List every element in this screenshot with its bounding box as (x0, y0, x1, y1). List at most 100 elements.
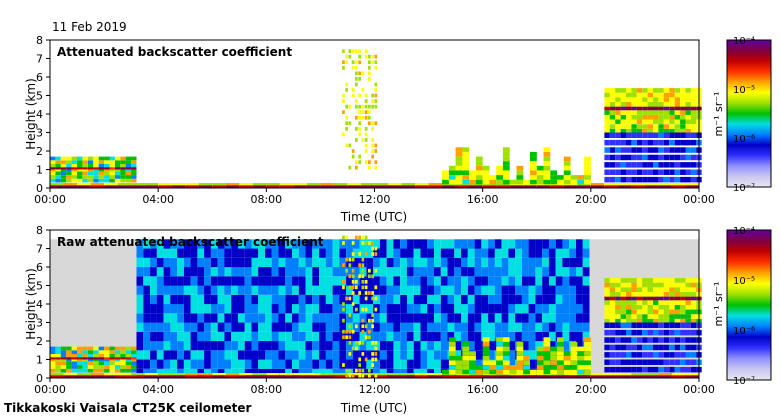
noise-cell (454, 248, 462, 258)
noise-cell (217, 239, 225, 249)
noise-cell (332, 304, 340, 314)
noise-cell (379, 294, 387, 305)
surface-cell (631, 183, 645, 186)
surface-cell (104, 183, 118, 186)
deck-fall-cell (642, 318, 648, 324)
noise-cell (244, 359, 252, 369)
deck-fall-cell (636, 119, 643, 125)
deck-fall-cell (674, 114, 681, 120)
low-cloud-cell (584, 351, 591, 356)
bl-cloud-cell (93, 171, 99, 175)
noise-cell (231, 248, 238, 258)
noise-cell (440, 267, 448, 277)
noise-cell (379, 313, 387, 323)
noise-cell (190, 322, 198, 332)
y-tick-label: 0 (36, 372, 43, 385)
surface-cell (104, 185, 118, 188)
deck-fall-cell (604, 304, 610, 310)
precip-cell (374, 285, 378, 290)
deck-base-cell (604, 296, 610, 301)
noise-cell (224, 248, 232, 258)
noise-cell (251, 341, 259, 351)
low-cloud-cell (462, 341, 470, 347)
bl-cloud-cell (66, 346, 72, 351)
noise-cell (440, 313, 448, 323)
low-cloud-cell (509, 365, 517, 370)
bl-cloud-cell (77, 160, 83, 164)
deck-base-cell (663, 106, 670, 111)
surface-cell (239, 183, 253, 186)
noise-cell (393, 294, 401, 305)
precip-cell (348, 368, 352, 373)
precip-cell (358, 368, 361, 373)
deck-fall-cell (669, 314, 675, 319)
noise-cell (204, 239, 211, 249)
surface-cell (266, 185, 280, 188)
noise-cell (508, 313, 516, 323)
deck-below-cell (690, 329, 697, 336)
deck-below-cell (653, 176, 659, 183)
noise-cell (406, 322, 414, 332)
noise-cell (474, 285, 482, 295)
noise-cell (562, 331, 570, 342)
noise-cell (312, 331, 320, 342)
deck-base-cell (647, 296, 653, 301)
deck-top-cell (636, 92, 643, 98)
noise-cell (413, 267, 421, 277)
noise-cell (298, 304, 306, 314)
low-cloud-cell (496, 337, 503, 342)
low-cloud-cell (482, 170, 490, 175)
noise-cell (136, 276, 144, 286)
noise-cell (427, 248, 434, 258)
deck-below-cell (674, 366, 681, 373)
low-cloud-cell (584, 337, 591, 342)
surface-cell (144, 373, 159, 376)
precip-cell (355, 71, 358, 76)
deck-below-cell (642, 139, 648, 146)
noise-cell (244, 350, 252, 360)
noise-cell (298, 313, 306, 323)
noise-cell (562, 239, 570, 249)
surface-cell (401, 375, 415, 378)
noise-cell (434, 322, 441, 332)
deck-below-cell (631, 154, 637, 161)
precip-cell (368, 65, 371, 70)
noise-cell (434, 257, 441, 268)
noise-cell (481, 331, 489, 342)
bl-cloud-cell (71, 353, 77, 358)
precip-cell (351, 241, 355, 245)
deck-below-cell (658, 169, 664, 175)
noise-cell (359, 313, 367, 323)
bl-cloud-cell (82, 368, 88, 373)
noise-cell (413, 322, 421, 332)
noise-cell (569, 313, 576, 323)
precip-cell (348, 335, 352, 340)
deck-fall-cell (615, 110, 621, 115)
low-cloud-cell (462, 161, 470, 166)
deck-below-cell (669, 132, 675, 138)
bl-cloud-cell (120, 171, 126, 175)
precip-cell (348, 324, 352, 329)
noise-cell (237, 267, 245, 277)
noise-cell (271, 350, 279, 360)
noise-cell (136, 341, 144, 351)
bl-cloud-cell (109, 163, 115, 168)
deck-fall-cell (658, 128, 664, 134)
precip-cell (361, 268, 365, 273)
bl-cloud-cell (77, 350, 83, 354)
low-cloud-cell (584, 165, 591, 171)
noise-cell (393, 239, 401, 249)
deck-fall-cell (626, 300, 632, 305)
noise-cell (292, 248, 299, 258)
deck-fall-cell (658, 124, 664, 129)
bl-cloud-cell (120, 350, 126, 354)
precip-cell (351, 257, 355, 262)
bl-cloud-cell (50, 350, 56, 354)
deck-top-cell (674, 282, 681, 288)
bl-cloud-cell (104, 346, 110, 351)
deck-below-cell (674, 359, 681, 365)
bl-cloud-cell (114, 163, 121, 168)
precip-cell (348, 285, 352, 290)
deck-fall-cell (647, 114, 653, 120)
noise-cell (366, 322, 374, 332)
